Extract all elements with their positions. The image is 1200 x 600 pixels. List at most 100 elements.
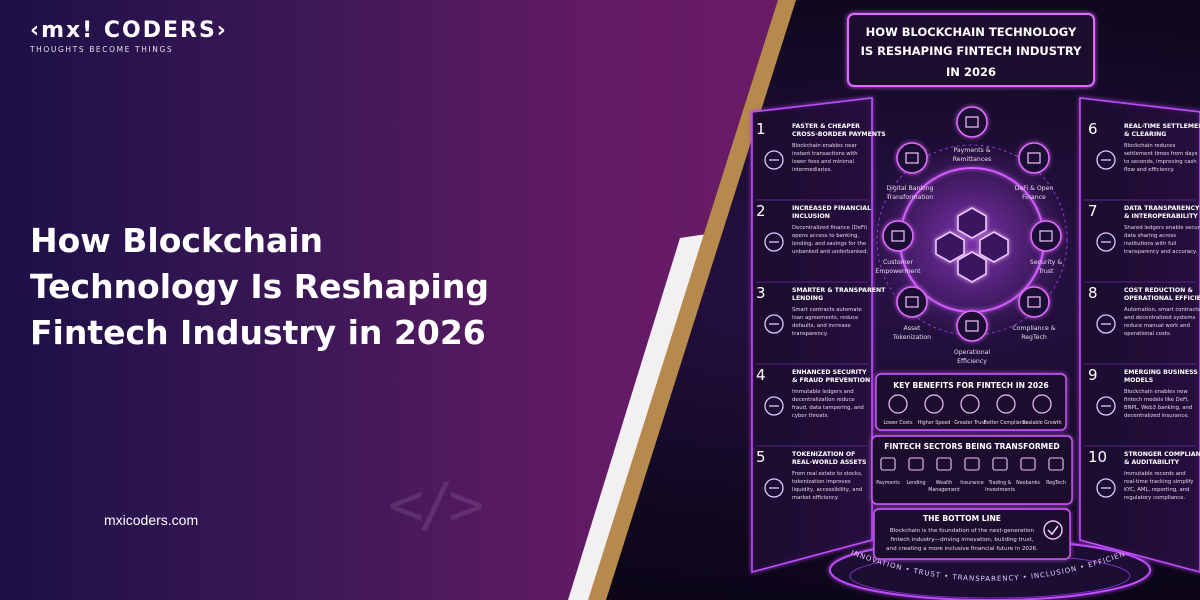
- right-panel-item: 6 REAL-TIME SETTLEMENTS& CLEARING Blockcha…: [1084, 120, 1200, 201]
- item-body-line: reduce manual work and: [1124, 323, 1190, 329]
- card-icon: [880, 457, 896, 471]
- infographic-title-line-3: IN 2026: [946, 65, 996, 79]
- item-body-line: defaults, and increase: [792, 323, 851, 329]
- gear-icon: [1096, 314, 1116, 334]
- hub-node-defi: DeFi & Open Finance: [1015, 142, 1054, 201]
- item-body-line: fraud, data tampering, and: [792, 405, 864, 411]
- title-line-2: Technology Is Reshaping: [30, 267, 489, 306]
- hub-label-line-1: Compliance &: [1012, 325, 1055, 332]
- hub-label-line-1: DeFi & Open: [1015, 185, 1054, 192]
- item-body-line: decentralization reduce: [792, 397, 855, 403]
- check-circle-icon: [1043, 520, 1063, 540]
- infographic-title-line-1: HOW BLOCKCHAIN TECHNOLOGY: [866, 25, 1077, 39]
- sector-label-1: Trading &: [988, 480, 1012, 486]
- item-body-line: lending, and savings for the: [792, 241, 866, 247]
- hub-label-line-1: Operational: [954, 349, 991, 356]
- candlestick-icon: [992, 457, 1008, 471]
- right-panel-item: 10 STRONGER COMPLIANCE& AUDITABILITY Immut…: [1088, 448, 1200, 501]
- sector-label-1: Insurance: [960, 480, 984, 486]
- item-body-line: Smart contracts automate: [792, 307, 862, 313]
- infographic-title-line-2: IS RESHAPING FINTECH INDUSTRY: [861, 44, 1083, 58]
- sector-item: Payments: [876, 457, 900, 486]
- right-panel-item: 8 COST REDUCTION &OPERATIONAL EFFICIENCY A…: [1084, 284, 1200, 365]
- wealth-chart-icon: [936, 457, 952, 471]
- item-body-line: intermediaries.: [792, 167, 832, 173]
- item-title-1: EMERGING BUSINESS: [1124, 369, 1198, 376]
- title-line-1: How Blockchain: [30, 221, 324, 260]
- item-title-2: OPERATIONAL EFFICIENCY: [1124, 295, 1200, 302]
- benefit-label: Greater Trust: [954, 420, 986, 426]
- hub-node-digital: Digital Banking Transformation: [886, 142, 934, 201]
- item-title-2: & INTEROPERABILITY: [1124, 213, 1198, 220]
- item-body-line: data sharing across: [1124, 233, 1176, 239]
- logo-wordmark: ‹mx! CODERS›: [30, 18, 228, 43]
- regtech-check-icon: [1048, 457, 1064, 471]
- item-body-line: transparency.: [792, 331, 828, 337]
- item-body-line: From real estate to stocks,: [792, 471, 863, 477]
- document-icon: [1027, 296, 1041, 308]
- speedometer-icon: [924, 394, 944, 414]
- item-body-line: Automation, smart contracts,: [1124, 307, 1200, 313]
- code-brackets-icon: </>: [388, 470, 484, 540]
- item-body-line: Blockchain enables near: [792, 143, 858, 149]
- handshake-icon: [960, 394, 980, 414]
- coin-icon: [908, 457, 924, 471]
- blockchain-cubes-icon: [935, 207, 1009, 283]
- item-body-line: operational costs.: [1124, 331, 1172, 337]
- hub-node-asset: Asset Tokenization: [892, 286, 931, 341]
- token-cubes-icon: [905, 296, 919, 308]
- key-benefits-box: KEY BENEFITS FOR FINTECH IN 2026 Lower C…: [875, 373, 1067, 431]
- hub-label-line-2: RegTech: [1021, 334, 1047, 341]
- item-body-line: transparency and accuracy.: [1124, 249, 1197, 255]
- item-title-2: LENDING: [792, 295, 823, 302]
- brand-logo[interactable]: ‹mx! CODERS› THOUGHTS BECOME THINGS: [30, 18, 228, 54]
- bottom-line-box: THE BOTTOM LINE Blockchain is the founda…: [873, 508, 1071, 560]
- item-title-2: INCLUSION: [792, 213, 830, 220]
- bottom-line-text-3: and creating a more inclusive financial …: [886, 546, 1038, 552]
- bottom-line-title: THE BOTTOM LINE: [923, 514, 1001, 523]
- bank-building-icon: [1020, 457, 1036, 471]
- item-body-line: tokenization improves: [792, 479, 851, 485]
- benefit-label: Better Compliance: [984, 420, 1029, 426]
- benefit-label: Higher Speed: [918, 420, 951, 426]
- item-title-2: CROSS-BORDER PAYMENTS: [792, 131, 886, 138]
- key-benefits-title: KEY BENEFITS FOR FINTECH IN 2026: [893, 381, 1048, 390]
- website-link[interactable]: mxicoders.com: [104, 512, 199, 528]
- lock-icon: [764, 396, 784, 416]
- item-number: 7: [1088, 202, 1098, 220]
- sector-label-2: Management: [928, 487, 960, 493]
- item-number: 3: [756, 284, 766, 302]
- sector-label-1: Lending: [906, 480, 925, 486]
- gear-icon: [965, 320, 979, 332]
- item-number: 4: [756, 366, 766, 384]
- hub-label-line-1: Customer: [883, 259, 914, 266]
- item-body-line: Shared ledgers enable secure: [1124, 225, 1200, 231]
- shield-icon: [1039, 230, 1053, 242]
- sector-item: Neobanks: [1016, 457, 1040, 486]
- checklist-icon: [1096, 478, 1116, 498]
- item-body-line: institutions with full: [1124, 241, 1176, 247]
- item-body-line: instant transactions with: [792, 151, 858, 157]
- item-body-line: and decentralized systems: [1124, 315, 1195, 321]
- sector-item: Insurance: [960, 457, 984, 486]
- sector-item: Lending: [906, 457, 926, 486]
- item-number: 2: [756, 202, 766, 220]
- item-number: 10: [1088, 448, 1107, 466]
- bottom-line-text-1: Blockchain is the foundation of the next…: [890, 528, 1035, 534]
- hub-node-compliance: Compliance & RegTech: [1012, 286, 1056, 341]
- item-title-1: COST REDUCTION &: [1124, 287, 1193, 294]
- hub-label-line-2: Transformation: [886, 194, 933, 201]
- benefit-label: Lower Costs: [883, 420, 913, 426]
- item-body-line: BNPL, Web3 banking, and: [1124, 405, 1192, 411]
- item-body-line: settlement times from days: [1124, 151, 1198, 157]
- user-icon: [891, 230, 905, 242]
- item-title-1: STRONGER COMPLIANCE: [1124, 451, 1200, 458]
- left-panel-item: 4 ENHANCED SECURITY& FRAUD PREVENTION Immu…: [756, 366, 870, 447]
